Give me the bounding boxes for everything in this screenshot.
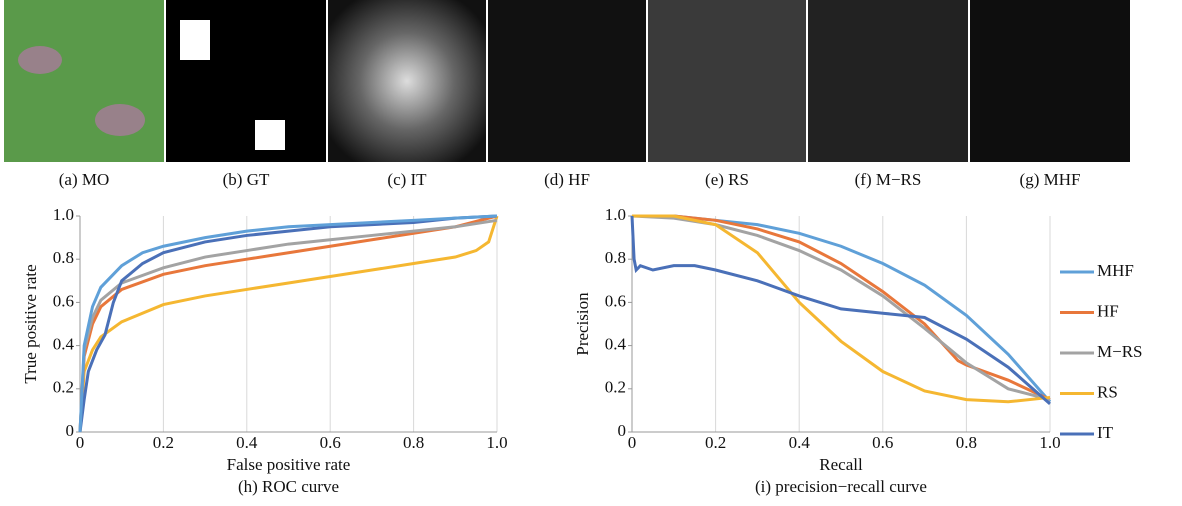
image-row bbox=[4, 0, 1130, 162]
x-tick-label: 0.2 bbox=[705, 433, 726, 452]
legend-label: IT bbox=[1097, 423, 1114, 442]
x-tick-label: 0 bbox=[628, 433, 637, 452]
y-tick-label: 0.2 bbox=[53, 378, 74, 397]
image-hf bbox=[488, 0, 646, 162]
image-rs bbox=[648, 0, 806, 162]
legend-label: MHF bbox=[1097, 261, 1134, 280]
panel-caption: (a) MO bbox=[59, 170, 110, 189]
image-detail bbox=[255, 120, 285, 150]
panel-caption: (b) GT bbox=[223, 170, 270, 189]
x-tick-label: 0.2 bbox=[153, 433, 174, 452]
x-axis-label: False positive rate bbox=[227, 455, 351, 474]
legend-label: HF bbox=[1097, 301, 1119, 320]
y-tick-label: 0 bbox=[66, 421, 75, 440]
image-mhf bbox=[970, 0, 1130, 162]
x-tick-label: 0.8 bbox=[956, 433, 977, 452]
x-tick-label: 1.0 bbox=[1039, 433, 1060, 452]
y-tick-label: 0.8 bbox=[53, 248, 74, 267]
chart-title: (i) precision−recall curve bbox=[755, 477, 927, 496]
y-axis-label: Precision bbox=[573, 292, 592, 356]
series-line bbox=[630, 215, 1051, 406]
y-tick-label: 0.6 bbox=[605, 291, 626, 310]
image-it bbox=[328, 0, 486, 162]
x-tick-label: 0.4 bbox=[236, 433, 258, 452]
y-tick-label: 0.2 bbox=[605, 378, 626, 397]
series-line bbox=[78, 218, 498, 433]
series-line bbox=[78, 214, 498, 433]
panel-caption: (f) M−RS bbox=[855, 170, 922, 189]
image-detail bbox=[18, 46, 62, 74]
y-tick-label: 1.0 bbox=[53, 205, 74, 224]
panel-caption: (c) IT bbox=[387, 170, 427, 189]
series-line bbox=[78, 214, 498, 433]
y-tick-label: 1.0 bbox=[605, 205, 626, 224]
legend-label: M−RS bbox=[1097, 342, 1143, 361]
x-tick-label: 0.6 bbox=[872, 433, 893, 452]
y-axis-label: True positive rate bbox=[21, 264, 40, 383]
x-tick-label: 1.0 bbox=[486, 433, 507, 452]
image-mrs bbox=[808, 0, 968, 162]
series-line bbox=[632, 214, 1051, 404]
y-tick-label: 0.8 bbox=[605, 248, 626, 267]
x-tick-label: 0.4 bbox=[789, 433, 811, 452]
x-axis-label: Recall bbox=[819, 455, 863, 474]
chart-title: (h) ROC curve bbox=[238, 477, 339, 496]
legend-label: RS bbox=[1097, 382, 1118, 401]
image-detail bbox=[95, 104, 145, 136]
x-tick-label: 0.8 bbox=[403, 433, 424, 452]
x-tick-label: 0.6 bbox=[320, 433, 341, 452]
series-line bbox=[78, 214, 498, 433]
panel-caption: (g) MHF bbox=[1020, 170, 1081, 189]
y-tick-label: 0.4 bbox=[605, 335, 627, 354]
y-tick-label: 0 bbox=[618, 421, 627, 440]
image-detail bbox=[180, 20, 210, 60]
image-mo bbox=[4, 0, 164, 162]
series-line bbox=[78, 215, 499, 433]
panel-caption: (d) HF bbox=[544, 170, 590, 189]
x-tick-label: 0 bbox=[76, 433, 85, 452]
y-tick-label: 0.4 bbox=[53, 335, 75, 354]
y-tick-label: 0.6 bbox=[53, 291, 74, 310]
panel-caption: (e) RS bbox=[705, 170, 749, 189]
